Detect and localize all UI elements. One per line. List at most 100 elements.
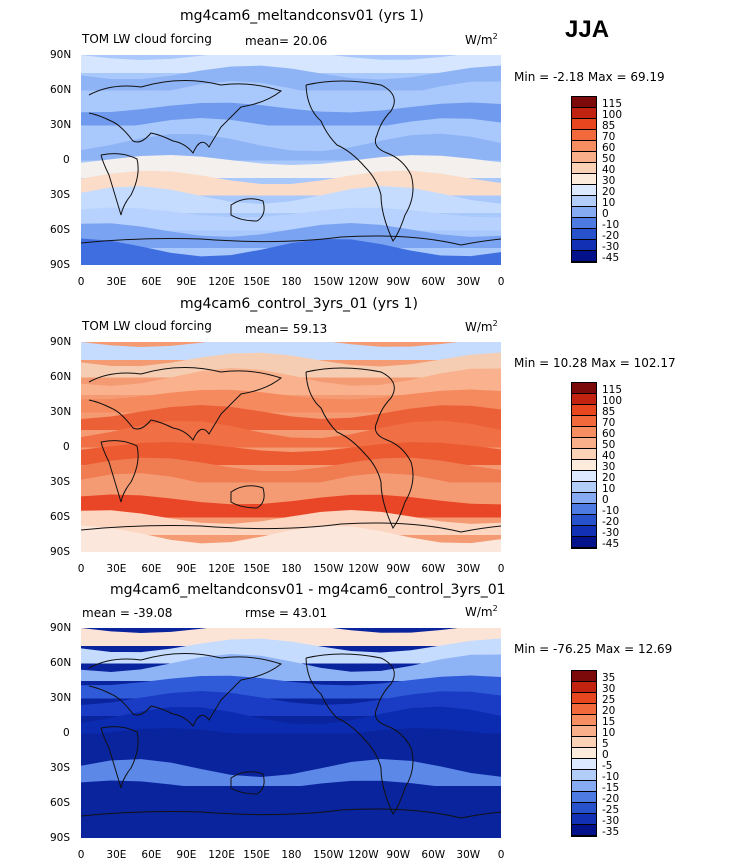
panel2-title: mg4cam6_control_3yrs_01 (yrs 1) bbox=[180, 296, 418, 312]
panel2-map bbox=[81, 342, 501, 552]
field-band bbox=[81, 420, 501, 448]
colorbar-cell bbox=[572, 737, 596, 748]
lon-label: 0 bbox=[77, 849, 85, 861]
field-band bbox=[81, 628, 501, 646]
lat-label: 30S bbox=[50, 476, 71, 488]
field-band bbox=[81, 494, 501, 518]
field-band bbox=[81, 796, 501, 821]
lon-label: 180 bbox=[281, 563, 302, 575]
lon-label: 60E bbox=[141, 849, 162, 861]
field-band bbox=[81, 342, 501, 360]
panel2-units: W/m2 bbox=[465, 319, 498, 334]
colorbar-label: 25 bbox=[602, 694, 616, 706]
lat-label: 30S bbox=[50, 762, 71, 774]
colorbar-label: 20 bbox=[602, 705, 616, 717]
panel3-field bbox=[81, 628, 501, 838]
colorbar-cell bbox=[572, 119, 596, 130]
colorbar-cell bbox=[572, 671, 596, 682]
lon-label: 30W bbox=[456, 563, 481, 575]
colorbar-label: 30 bbox=[602, 461, 616, 473]
colorbar-label: -35 bbox=[602, 826, 620, 838]
colorbar-cell bbox=[572, 515, 596, 526]
lat-label: 60S bbox=[50, 797, 71, 809]
field-band bbox=[81, 133, 501, 161]
lon-label: 90W bbox=[386, 563, 411, 575]
panel1-field-label: TOM LW cloud forcing bbox=[82, 32, 212, 46]
panel1-colorbar bbox=[571, 96, 597, 263]
lon-label: 60W bbox=[421, 276, 446, 288]
lat-label: 30S bbox=[50, 189, 71, 201]
colorbar-cell bbox=[572, 693, 596, 704]
lon-label: 120W bbox=[348, 849, 379, 861]
colorbar-cell bbox=[572, 141, 596, 152]
panel2-mean: mean= 59.13 bbox=[245, 322, 328, 336]
lon-label: 180 bbox=[281, 276, 302, 288]
lon-label: 150E bbox=[243, 563, 270, 575]
colorbar-label: -10 bbox=[602, 505, 620, 517]
lat-label: 30N bbox=[50, 119, 72, 131]
colorbar-label: 40 bbox=[602, 450, 616, 462]
field-band bbox=[81, 223, 501, 248]
colorbar-label: -30 bbox=[602, 527, 620, 539]
lon-label: 120W bbox=[348, 276, 379, 288]
colorbar-cell bbox=[572, 726, 596, 737]
lon-label: 30E bbox=[106, 276, 127, 288]
lon-label: 30E bbox=[106, 849, 127, 861]
lat-label: 60N bbox=[50, 371, 72, 383]
lon-label: 90W bbox=[386, 849, 411, 861]
colorbar-label: 30 bbox=[602, 683, 616, 695]
lat-label: 90S bbox=[50, 259, 71, 271]
colorbar-label: 100 bbox=[602, 395, 623, 407]
colorbar-label: 100 bbox=[602, 109, 623, 121]
colorbar-label: -30 bbox=[602, 241, 620, 253]
colorbar-label: 0 bbox=[602, 208, 609, 220]
lat-label: 60S bbox=[50, 511, 71, 523]
field-band bbox=[81, 65, 501, 91]
colorbar-label: 35 bbox=[602, 672, 616, 684]
colorbar-label: 20 bbox=[602, 186, 616, 198]
panel3-units: W/m2 bbox=[465, 604, 498, 619]
colorbar-cell bbox=[572, 715, 596, 726]
colorbar-cell bbox=[572, 427, 596, 438]
lat-label: 60N bbox=[50, 84, 72, 96]
colorbar-label: -10 bbox=[602, 219, 620, 231]
coastlines bbox=[81, 80, 501, 246]
lon-label: 120E bbox=[208, 849, 235, 861]
colorbar-cell bbox=[572, 792, 596, 803]
field-band bbox=[81, 368, 501, 395]
colorbar-label: 0 bbox=[602, 494, 609, 506]
colorbar-cell bbox=[572, 526, 596, 537]
colorbar-cell bbox=[572, 152, 596, 163]
lon-label: 180 bbox=[281, 849, 302, 861]
field-band bbox=[81, 55, 501, 73]
field-band bbox=[81, 706, 501, 734]
lon-label: 0 bbox=[77, 276, 85, 288]
colorbar-cell bbox=[572, 383, 596, 394]
colorbar-label: -20 bbox=[602, 793, 620, 805]
colorbar-cell bbox=[572, 174, 596, 185]
lat-label: 90N bbox=[50, 622, 72, 634]
panel1-units: W/m2 bbox=[465, 32, 498, 47]
field-band bbox=[81, 186, 501, 213]
colorbar-cell bbox=[572, 130, 596, 141]
lon-label: 90E bbox=[176, 563, 197, 575]
panel1-minmax: Min = -2.18 Max = 69.19 bbox=[514, 70, 665, 84]
panel1-map bbox=[81, 55, 501, 265]
colorbar-cell bbox=[572, 394, 596, 405]
colorbar-label: 60 bbox=[602, 142, 616, 154]
field-band bbox=[81, 352, 501, 378]
colorbar-cell bbox=[572, 493, 596, 504]
colorbar-label: 70 bbox=[602, 131, 616, 143]
colorbar-cell bbox=[572, 240, 596, 251]
field-band bbox=[81, 780, 501, 804]
panel3-title: mg4cam6_meltandconsv01 - mg4cam6_control… bbox=[110, 582, 506, 598]
colorbar-label: 0 bbox=[602, 749, 609, 761]
colorbar-cell bbox=[572, 416, 596, 427]
colorbar-cell bbox=[572, 438, 596, 449]
colorbar-cell bbox=[572, 163, 596, 174]
colorbar-label: 20 bbox=[602, 472, 616, 484]
lat-label: 90S bbox=[50, 546, 71, 558]
colorbar-cell bbox=[572, 97, 596, 108]
lat-label: 0 bbox=[63, 727, 70, 739]
lon-label: 90E bbox=[176, 276, 197, 288]
